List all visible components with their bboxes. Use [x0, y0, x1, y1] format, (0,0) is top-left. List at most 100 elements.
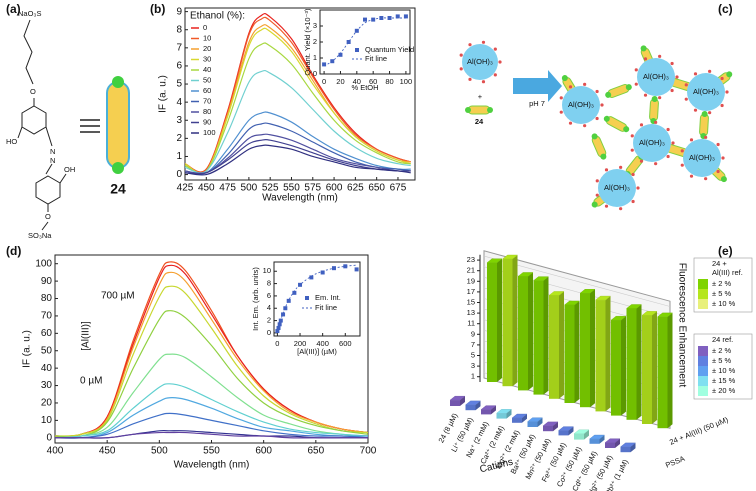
bar [558, 430, 569, 436]
hydroxyl-dot [654, 162, 658, 166]
point [309, 275, 314, 280]
y-tick-label: 1 [176, 151, 182, 162]
legend-title: Ethanol (%): [190, 11, 245, 22]
atom-label: NaO₃S [18, 9, 41, 18]
x-tick-label: 200 [294, 339, 307, 348]
line [55, 397, 368, 439]
annotation: 0 µM [80, 376, 102, 387]
atom-label: O [30, 87, 36, 96]
x-tick-label: 600 [339, 339, 352, 348]
ligand-capsule [603, 115, 630, 133]
legend-swatch [305, 296, 309, 300]
capsule-end [561, 75, 568, 82]
x-tick-label: 475 [219, 183, 236, 194]
legend-title: Al(III) ref. [712, 268, 743, 277]
x-tick-label: 625 [347, 183, 364, 194]
x-tick-label: 80 [385, 77, 393, 86]
capsule-end [720, 176, 727, 183]
legend-title: 24 ref. [712, 335, 733, 344]
y-tick-label: 80 [41, 293, 53, 304]
legend-label: 100 [203, 128, 216, 137]
hydroxyl-dot [666, 154, 670, 159]
capsule-icon [106, 76, 130, 174]
line [55, 271, 368, 437]
al-node [683, 139, 721, 177]
point [338, 52, 343, 57]
hydroxyl-dot [619, 165, 623, 169]
y-tick-label: 10 [41, 415, 53, 426]
ligand-capsule [591, 133, 607, 160]
legend-label: ± 5 % [712, 289, 731, 298]
z-tick-label: 15 [467, 297, 475, 306]
hydroxyl-dot [704, 135, 708, 139]
node-label: Al(OH)₃ [639, 138, 665, 147]
al-node [562, 86, 600, 124]
hydroxyl-dot [636, 186, 640, 190]
z-tick-label: 19 [467, 276, 475, 285]
y-axis-label: IF (a. u.) [22, 330, 33, 368]
capsule-end [600, 153, 607, 160]
x-tick-label: 0 [275, 339, 279, 348]
x-tick-label: 400 [47, 446, 64, 457]
line [55, 383, 368, 439]
y-tick-label: 0 [46, 432, 52, 443]
legend-label: ± 2 % [712, 346, 731, 355]
y-tick-label: 0 [313, 69, 317, 78]
bar [496, 413, 507, 419]
ligand-capsule [605, 84, 632, 98]
panel-label: (c) [718, 2, 733, 16]
hydroxyl-dot [559, 96, 563, 100]
x-tick-label: 0 [322, 77, 326, 86]
line [185, 144, 411, 176]
line [55, 431, 368, 439]
point [281, 312, 286, 317]
bar-side [574, 300, 580, 403]
line [55, 285, 368, 437]
bar [487, 262, 497, 382]
hydroxyl-dot [639, 159, 644, 163]
hydroxyl-dot [693, 72, 698, 76]
row-label: PSSA [664, 454, 686, 470]
hydroxyl-dot [493, 47, 497, 51]
atom-label: OH [64, 165, 75, 174]
legend-label: Fit line [315, 303, 337, 312]
bar [580, 293, 590, 408]
bar-side [506, 409, 512, 419]
compound-label: 24 [110, 181, 126, 197]
hydroxyl-dot [595, 179, 599, 183]
legend-swatch [355, 48, 359, 52]
point [322, 62, 327, 67]
point [346, 40, 351, 44]
bar [512, 418, 522, 423]
plot-frame [273, 261, 361, 337]
hydroxyl-dot [631, 172, 635, 177]
point [403, 14, 408, 19]
capsule-end [487, 107, 493, 113]
bar-side [553, 421, 558, 432]
bar-side [652, 311, 657, 424]
x-tick-label: 550 [283, 183, 300, 194]
ligand-label: 24 [475, 117, 484, 126]
x-tick-label: 400 [316, 339, 329, 348]
atom-label: N [50, 156, 55, 165]
hydroxyl-dot [583, 82, 587, 86]
legend-label: 40 [203, 65, 211, 74]
point [395, 14, 400, 19]
hydroxyl-dot [459, 53, 463, 57]
bar [564, 304, 575, 403]
x-tick-label: 575 [304, 183, 321, 194]
hydroxyl-dot [481, 80, 486, 84]
z-tick-label: 13 [467, 308, 475, 317]
bar-side [543, 276, 549, 395]
x-tick-label: 700 [360, 446, 377, 457]
bar [549, 295, 559, 399]
node-label: Al(OH)₃ [689, 153, 715, 162]
z-tick-label: 17 [467, 287, 475, 296]
panel-label: (a) [6, 2, 21, 16]
line [185, 111, 411, 175]
z-tick-label: 7 [471, 340, 475, 349]
bar [574, 433, 584, 440]
legend-label: 20 [203, 44, 211, 53]
legend-swatch [698, 299, 708, 309]
